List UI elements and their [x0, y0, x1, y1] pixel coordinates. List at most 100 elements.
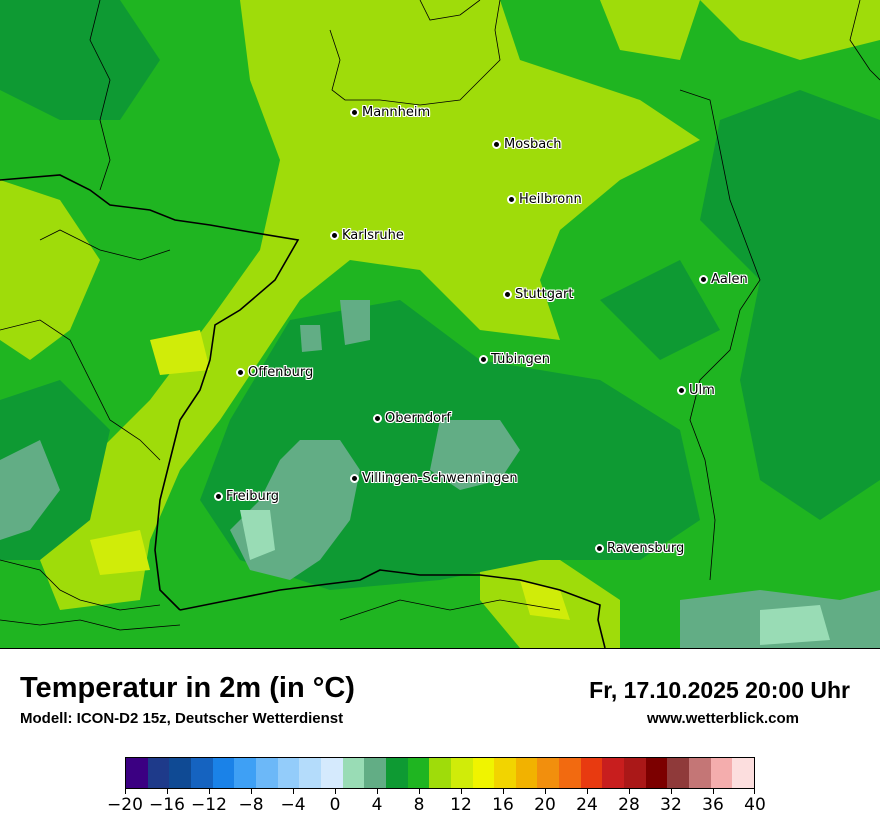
city-dot-icon — [350, 474, 359, 483]
colorbar-tick-label: 20 — [534, 795, 556, 815]
forecast-datetime: Fr, 17.10.2025 20:00 Uhr — [589, 677, 850, 703]
colorbar-tick-label: −20 — [107, 795, 143, 815]
city-marker-aalen: Aalen — [699, 272, 748, 287]
colorbar-tick — [754, 789, 755, 794]
colorbar-segment — [515, 758, 538, 788]
colorbar-segment — [494, 758, 516, 788]
city-dot-icon — [503, 290, 512, 299]
city-dot-icon — [699, 275, 708, 284]
city-label: Tübingen — [491, 352, 550, 367]
colorbar-segment — [689, 758, 711, 788]
colorbar-tick-label: 24 — [576, 795, 598, 815]
colorbar-segment — [212, 758, 235, 788]
city-marker-villingen-schwenningen: Villingen-Schwenningen — [350, 471, 518, 486]
temperature-map: Mannheim Mosbach Heilbronn Karlsruhe Aal… — [0, 0, 880, 649]
colorbar-tick — [377, 789, 378, 794]
colorbar-segment — [472, 758, 495, 788]
city-label: Offenburg — [248, 365, 314, 380]
colorbar-segment — [624, 758, 646, 788]
colorbar-tick-label: 40 — [744, 795, 766, 815]
colorbar-segment — [667, 758, 690, 788]
colorbar-tick — [167, 789, 168, 794]
city-dot-icon — [479, 355, 488, 364]
colorbar-tick-label: 32 — [660, 795, 682, 815]
colorbar-tick-label: −16 — [149, 795, 185, 815]
city-dot-icon — [350, 108, 359, 117]
colorbar-segment — [710, 758, 733, 788]
colorbar-segment — [147, 758, 170, 788]
colorbar-segment — [429, 758, 451, 788]
city-marker-mosbach: Mosbach — [492, 137, 562, 152]
city-label: Mannheim — [362, 105, 431, 120]
colorbar-tick — [251, 789, 252, 794]
city-marker-freiburg: Freiburg — [214, 489, 279, 504]
colorbar-segment — [169, 758, 191, 788]
city-dot-icon — [507, 195, 516, 204]
city-dot-icon — [677, 386, 686, 395]
colorbar-tick-label: 12 — [450, 795, 472, 815]
city-marker-stuttgart: Stuttgart — [503, 287, 573, 302]
city-dot-icon — [595, 544, 604, 553]
colorbar-tick — [587, 789, 588, 794]
colorbar-tick-label: 4 — [371, 795, 383, 815]
website-label: www.wetterblick.com — [647, 710, 799, 727]
colorbar-tick — [713, 789, 714, 794]
colorbar-tick — [125, 789, 126, 794]
colorbar-segment — [342, 758, 365, 788]
city-marker-oberndorf: Oberndorf — [373, 411, 451, 426]
city-label: Stuttgart — [515, 287, 574, 302]
city-marker-ravensburg: Ravensburg — [595, 541, 684, 556]
colorbar-segment — [450, 758, 473, 788]
colorbar-tick — [293, 789, 294, 794]
colorbar-tick-label: −8 — [238, 795, 264, 815]
colorbar-tick-label: 0 — [329, 795, 341, 815]
temperature-field — [0, 0, 880, 648]
colorbar-tick — [545, 789, 546, 794]
colorbar-segment — [602, 758, 625, 788]
colorbar-tick — [503, 789, 504, 794]
colorbar-segment — [255, 758, 278, 788]
colorbar-segment — [537, 758, 560, 788]
city-marker-offenburg: Offenburg — [236, 365, 313, 380]
city-label: Freiburg — [226, 489, 280, 504]
colorbar-tick-label: 36 — [702, 795, 724, 815]
city-dot-icon — [214, 492, 223, 501]
city-marker-ulm: Ulm — [677, 383, 715, 398]
city-label: Oberndorf — [385, 411, 451, 426]
colorbar-segment — [580, 758, 603, 788]
colorbar-segment — [234, 758, 256, 788]
colorbar-segment — [645, 758, 668, 788]
city-label: Mosbach — [504, 137, 562, 152]
city-label: Karlsruhe — [342, 228, 404, 243]
map-title: Temperatur in 2m (in °C) — [20, 672, 355, 704]
city-dot-icon — [373, 414, 382, 423]
colorbar-tick — [335, 789, 336, 794]
colorbar-tick-label: −4 — [280, 795, 306, 815]
colorbar-segment — [320, 758, 343, 788]
city-dot-icon — [492, 140, 501, 149]
colorbar-tick — [671, 789, 672, 794]
city-dot-icon — [236, 368, 245, 377]
city-label: Heilbronn — [519, 192, 582, 207]
colorbar-tick-label: 16 — [492, 795, 514, 815]
colorbar-segment — [364, 758, 386, 788]
city-label: Villingen-Schwenningen — [362, 471, 518, 486]
city-label: Ulm — [689, 383, 715, 398]
city-marker-karlsruhe: Karlsruhe — [330, 228, 404, 243]
colorbar-tick — [629, 789, 630, 794]
city-marker-tuebingen: Tübingen — [479, 352, 550, 367]
city-marker-mannheim: Mannheim — [350, 105, 430, 120]
colorbar-segment — [559, 758, 581, 788]
colorbar-segment — [126, 758, 148, 788]
colorbar-tick — [419, 789, 420, 794]
temperature-colorbar — [125, 757, 755, 789]
colorbar-segment — [385, 758, 408, 788]
colorbar-tick — [461, 789, 462, 794]
colorbar-tick-label: 8 — [413, 795, 425, 815]
city-dot-icon — [330, 231, 339, 240]
colorbar-tick-label: −12 — [191, 795, 227, 815]
colorbar-ticks: −20 −16 −12 −8 −4 0 4 8 12 16 20 24 28 32 36 40 — [107, 789, 766, 819]
colorbar-tick — [209, 789, 210, 794]
city-label: Aalen — [711, 272, 748, 287]
colorbar-segment — [277, 758, 300, 788]
